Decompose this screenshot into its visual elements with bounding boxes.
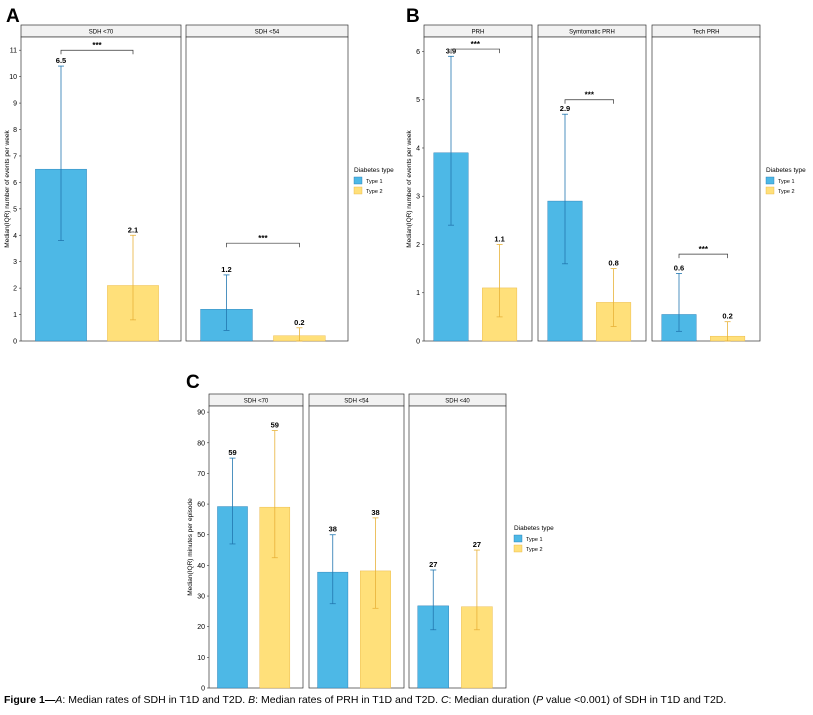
panel-a-ytick-label: 3 <box>13 259 17 266</box>
caption-b-letter: B <box>248 694 256 706</box>
panel-b-ytick-label: 2 <box>416 242 420 249</box>
panel-c-facet-1-strip-label: SDH <70 <box>244 399 269 405</box>
panel-b-label: B <box>406 6 420 27</box>
panel-b-facet-2-significance-label: *** <box>585 91 595 100</box>
panel-a-facet-1-significance-label: *** <box>92 41 102 50</box>
panel-b-facet-3-data-label: 0.6 <box>674 263 684 272</box>
panel-c-facet-2-data-label: 38 <box>329 525 337 534</box>
panel-c-facet-1-data-label: 59 <box>271 421 279 430</box>
panel-c-ytick-label: 70 <box>197 471 205 478</box>
panel-c-ytick-label: 60 <box>197 502 205 509</box>
panel-a-ytick-label: 4 <box>13 233 17 240</box>
panel-b-ytick-label: 6 <box>416 49 420 56</box>
panel-a-facet-2-significance-label: *** <box>258 234 268 243</box>
panel-b-legend-swatch-type2 <box>765 186 775 195</box>
panel-a-legend-swatch-type2 <box>353 186 363 195</box>
panel-a-facet-1-strip-label: SDH <70 <box>89 30 114 36</box>
panel-a-ytick-label: 1 <box>13 312 17 319</box>
panel-b-facet-3-significance-label: *** <box>699 245 709 254</box>
panel-a-facet-1-significance-bracket <box>60 49 134 55</box>
panel-a-legend-swatch-type1 <box>353 176 363 185</box>
caption-b-text: : Median rates of PRH in T1D and T2D. <box>255 694 441 706</box>
panel-a-label: A <box>6 6 20 27</box>
panel-c-ytick-label: 30 <box>197 594 205 601</box>
panel-a-legend-title: Diabetes type <box>354 167 394 174</box>
panel-c-facet-2-data-label: 38 <box>371 508 379 517</box>
panel-a-legend-entry: Type 2 <box>366 189 383 195</box>
panel-c-facet-3-data-label: 27 <box>429 560 437 569</box>
caption-p-letter: P <box>536 694 544 706</box>
panel-a-ytick-label: 7 <box>13 153 17 160</box>
panel-b-facet-2-significance-bracket <box>564 99 614 104</box>
panel-a-ytick-label: 0 <box>13 339 17 346</box>
panel-c-facet-3-data-label: 27 <box>473 540 481 549</box>
panel-a-ytick-label: 2 <box>13 286 17 293</box>
panel-c-facet-3-strip-label: SDH <40 <box>445 399 470 405</box>
panel-c-legend-swatch-type2 <box>513 544 523 553</box>
panel-b-ytick-label: 4 <box>416 145 420 152</box>
panel-c-ytick-label: 90 <box>197 410 205 417</box>
caption-c-text2: value <0.001) of SDH in T1D and T2D. <box>543 694 727 706</box>
panel-a-ytick-label: 11 <box>10 48 17 55</box>
panel-b-facet-3-frame <box>651 36 761 342</box>
panel-c-ytick-label: 40 <box>197 563 205 570</box>
panel-c-facet-1-data-label: 59 <box>228 448 236 457</box>
panel-a-ytick-label: 10 <box>9 74 17 81</box>
panel-b-ytick-label: 5 <box>416 97 420 104</box>
panel-b-facet-3-data-label: 0.2 <box>722 312 732 321</box>
panel-a-ylabel: Median(IQR) number of events per week <box>4 130 11 248</box>
panel-b-facet-1-significance-bracket <box>450 48 500 54</box>
panel-c-ytick-label: 20 <box>197 624 205 631</box>
panel-c-legend-entry: Type 1 <box>526 537 543 543</box>
panel-a-facet-1-data-label: 6.5 <box>56 56 66 65</box>
panel-b-facet-3-significance-bracket <box>678 253 728 259</box>
caption-c-letter: C <box>440 694 449 706</box>
caption-c-text1: : Median duration ( <box>448 694 537 706</box>
panel-c-legend-swatch-type1 <box>513 534 523 543</box>
caption-dash: — <box>44 694 56 706</box>
panel-c-ytick-label: 80 <box>197 440 205 447</box>
panel-a-legend-entry: Type 1 <box>366 179 383 185</box>
panel-b-legend-swatch-type1 <box>765 176 775 185</box>
panel-b-legend-entry: Type 1 <box>778 179 795 185</box>
panel-b-facet-1-data-label: 1.1 <box>494 234 504 243</box>
panel-b-facet-2-strip-label: Symtomatic PRH <box>569 30 615 36</box>
panel-a-facet-2-strip-label: SDH <54 <box>255 30 280 36</box>
panel-b-legend-entry: Type 2 <box>778 189 795 195</box>
panel-b-ytick-label: 3 <box>416 194 420 201</box>
panel-c-ylabel: Median(IQR) minutes per episode <box>187 498 194 596</box>
panel-a-ytick-label: 5 <box>13 206 17 213</box>
panel-b-ylabel: Median(IQR) number of events per week <box>406 130 413 248</box>
panel-b-facet-1-significance-label: *** <box>471 40 481 49</box>
panel-a-facet-1-data-label: 2.1 <box>128 225 138 234</box>
panel-c-legend-entry: Type 2 <box>526 547 543 553</box>
caption-lead: Figure 1 <box>4 694 45 706</box>
panel-a-facet-2-data-label: 0.2 <box>294 318 304 327</box>
panel-c-ytick-label: 50 <box>197 532 205 539</box>
panel-c-label: C <box>186 372 200 393</box>
panel-c-ytick-label: 10 <box>197 655 205 662</box>
panel-c-ytick-label: 0 <box>201 686 205 693</box>
panel-a-facet-2-significance-bracket <box>226 242 300 248</box>
panel-c-legend-title: Diabetes type <box>514 525 554 532</box>
panel-b-facet-2-data-label: 0.8 <box>608 259 618 268</box>
panel-b-facet-3-strip-label: Tech PRH <box>692 30 719 36</box>
panel-a-ytick-label: 9 <box>13 101 17 108</box>
panel-a-ytick-label: 8 <box>13 127 17 134</box>
caption-a-text: : Median rates of SDH in T1D and T2D. <box>62 694 249 706</box>
panel-c-facet-2-strip-label: SDH <54 <box>344 399 369 405</box>
panel-b-ytick-label: 1 <box>416 290 420 297</box>
panel-b-ytick-label: 0 <box>416 339 420 346</box>
panel-b-facet-2-data-label: 2.9 <box>560 104 570 113</box>
figure-caption: Figure 1—A: Median rates of SDH in T1D a… <box>4 693 809 707</box>
panel-a-facet-2-frame <box>185 36 349 342</box>
panel-c-facet-3-bar-type1 <box>417 605 449 689</box>
panel-b-legend-title: Diabetes type <box>766 167 806 174</box>
caption-a-letter: A <box>55 694 63 706</box>
panel-b-facet-1-strip-label: PRH <box>472 30 485 36</box>
panel-a-ytick-label: 6 <box>13 180 17 187</box>
panel-a-facet-2-data-label: 1.2 <box>221 265 231 274</box>
